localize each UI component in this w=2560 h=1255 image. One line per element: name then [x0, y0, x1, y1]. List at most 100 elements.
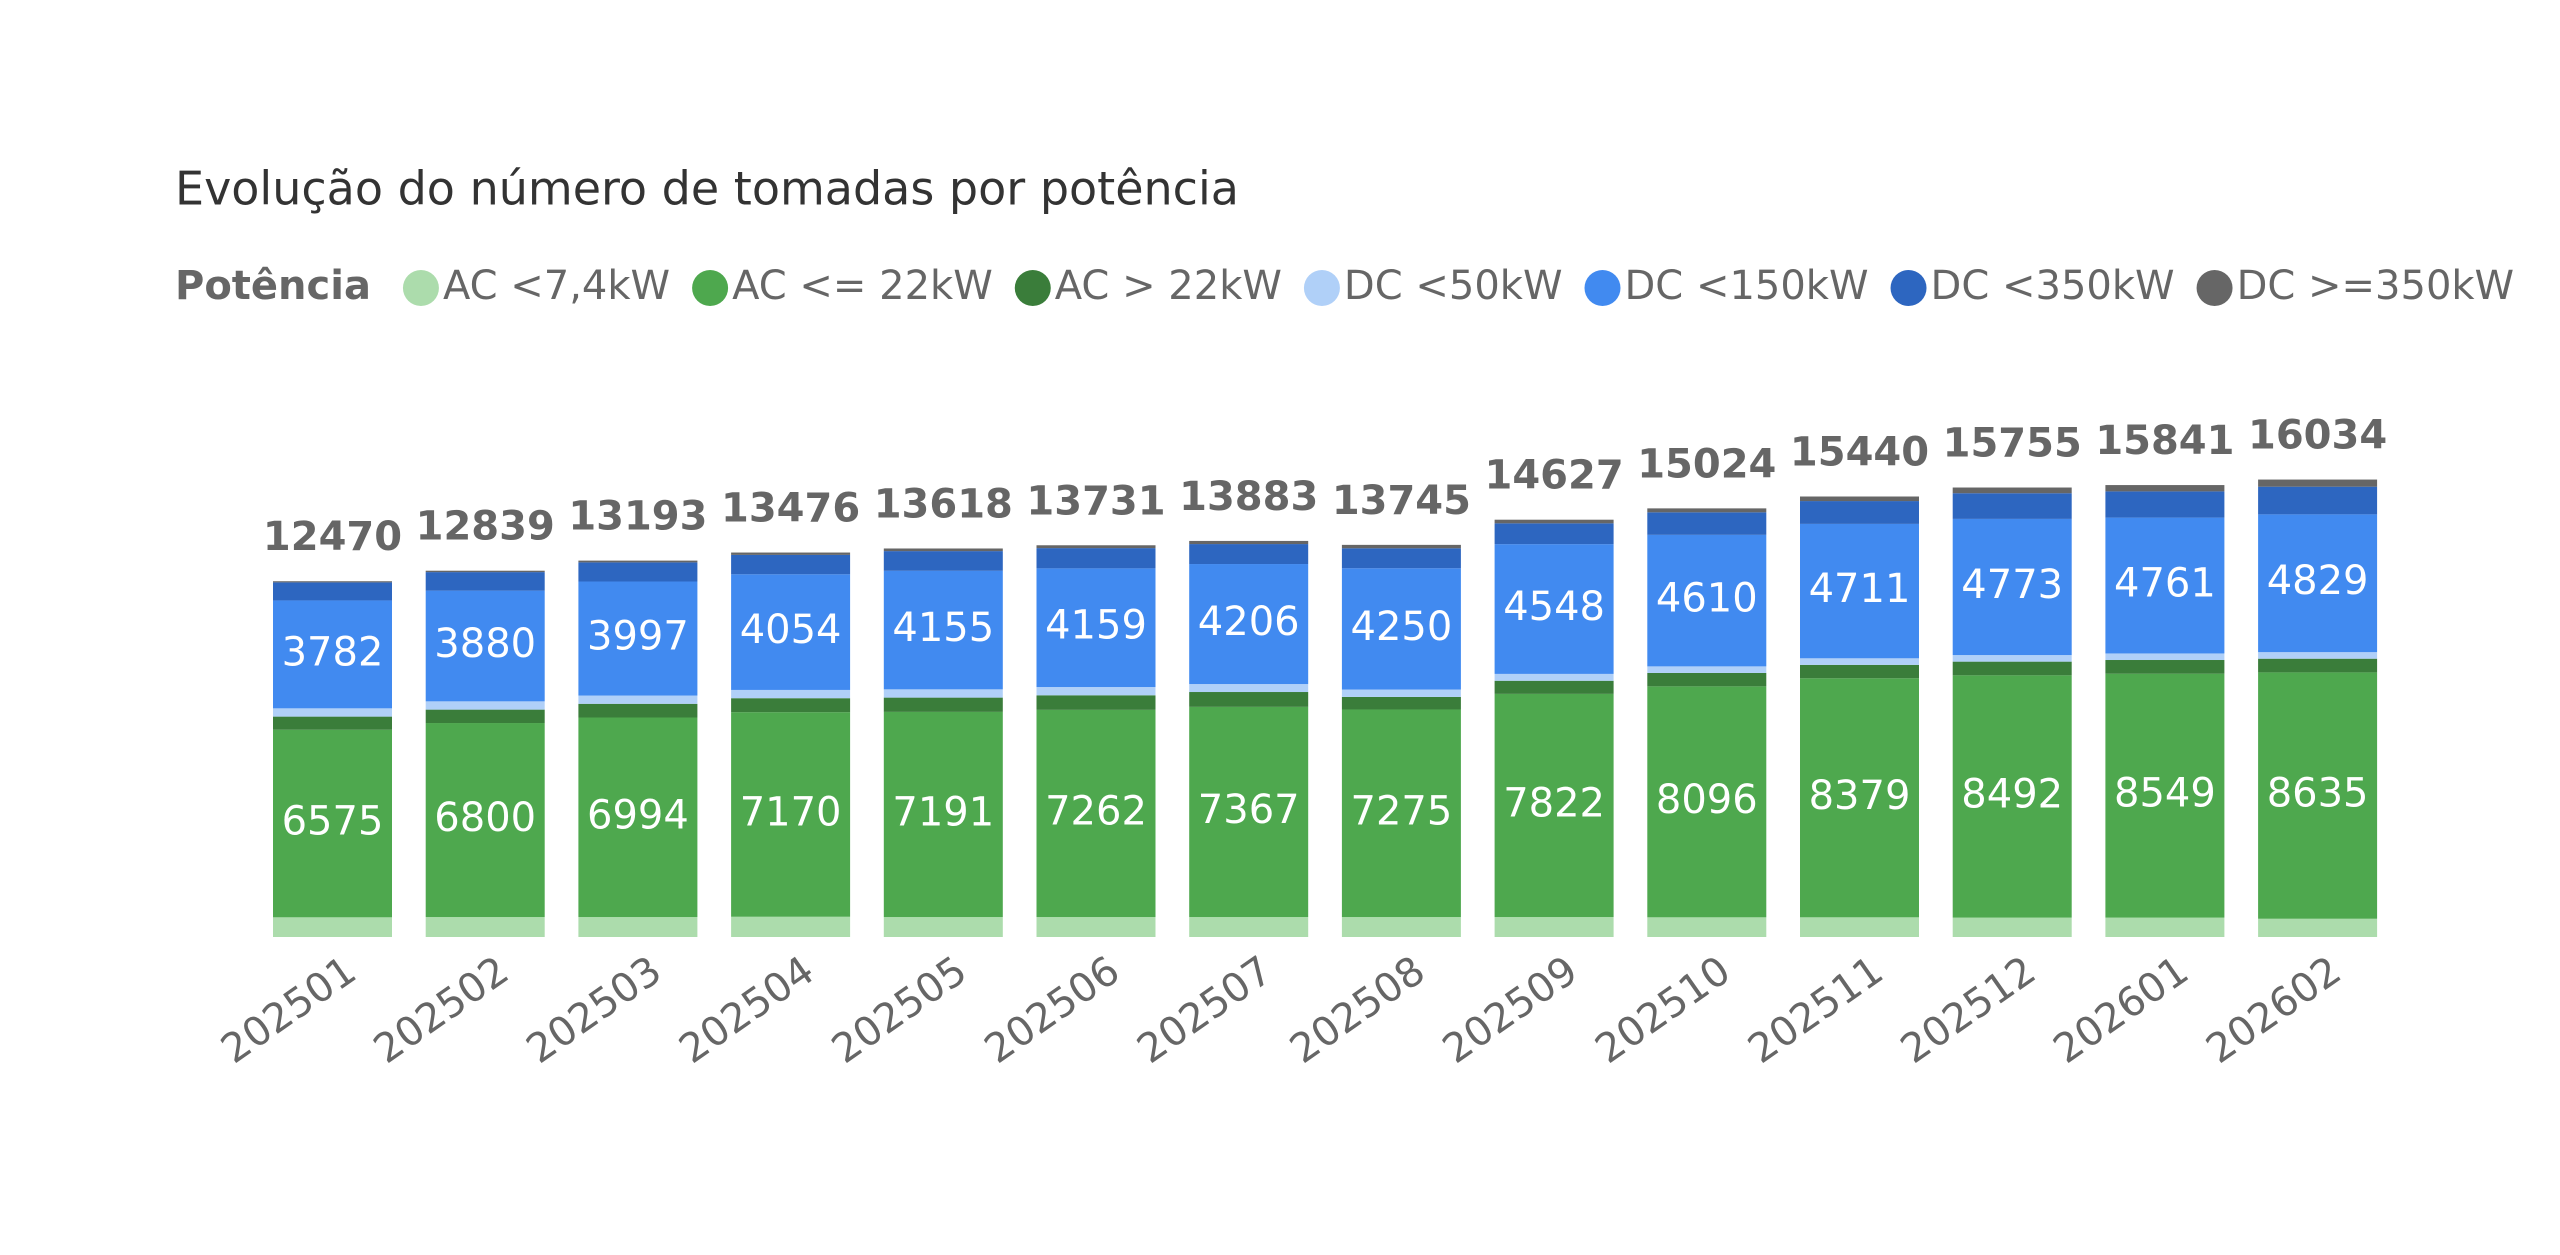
bar-segment: [2258, 658, 2378, 673]
bar-segment: [883, 551, 1003, 571]
legend-marker: [1303, 270, 1340, 306]
bar-segment: [1647, 686, 1767, 918]
data-label: 3880: [434, 621, 536, 667]
bar-segment: [1189, 540, 1309, 545]
bar-segment: [273, 716, 392, 730]
bar-segment: [1036, 695, 1156, 710]
bar-segment: [1189, 544, 1309, 565]
bar-segment: [883, 548, 1003, 552]
bar-segment: [1952, 518, 2072, 656]
data-label: 4054: [740, 607, 842, 653]
data-label: 4250: [1351, 604, 1453, 650]
bar-segment: [1189, 706, 1309, 918]
x-tick-label: 202511: [1740, 948, 1891, 1073]
bar-segment: [1036, 568, 1156, 688]
bar-segment: [1800, 664, 1919, 679]
bar-segment: [273, 729, 392, 918]
bar-segment: [2105, 485, 2225, 492]
bar-segment: [883, 697, 1003, 712]
data-label: 4155: [892, 605, 994, 651]
bar-segment: [1036, 687, 1156, 696]
data-label: 4548: [1503, 584, 1605, 630]
total-label: 12470: [263, 514, 402, 560]
data-label: 3782: [282, 629, 384, 675]
total-label: 13883: [1179, 474, 1318, 520]
bar-segment: [273, 708, 392, 717]
bar-segment: [1494, 917, 1614, 937]
legend-marker: [692, 270, 729, 306]
bar-segment: [1800, 496, 1919, 502]
total-label: 13731: [1026, 478, 1165, 524]
data-label: 4711: [1809, 566, 1911, 612]
legend-marker: [1014, 270, 1051, 306]
bar-segment: [883, 711, 1003, 918]
x-tick-label: 202502: [366, 948, 517, 1073]
legend-label: AC > 22kW: [1055, 263, 1282, 309]
bar-segment: [1647, 672, 1767, 687]
data-label: 8379: [1809, 773, 1911, 819]
total-label: 13476: [721, 486, 860, 532]
bar-segment: [1036, 917, 1156, 937]
total-label: 12839: [416, 504, 555, 550]
data-label: 4773: [1961, 562, 2063, 608]
data-label: 8635: [2267, 771, 2369, 817]
bar-segment: [1341, 709, 1461, 918]
bar-segment: [883, 570, 1003, 690]
bar-segment: [1494, 544, 1614, 674]
bar-segment: [425, 709, 545, 724]
bar-segment: [2258, 514, 2378, 653]
bar-segment: [2258, 479, 2378, 487]
data-label: 7262: [1045, 788, 1147, 834]
bar-segment: [273, 600, 392, 709]
data-label: 8549: [2114, 771, 2216, 817]
bar-segment: [1494, 680, 1614, 694]
x-tick-label: 202512: [1893, 948, 2044, 1073]
bar-segment: [2258, 652, 2378, 659]
bar-segment: [578, 917, 698, 937]
data-label: 7367: [1198, 787, 1300, 833]
bar-segment: [1952, 487, 2072, 494]
legend-label: DC <350kW: [1931, 263, 2175, 309]
bar-segment: [2105, 673, 2225, 918]
bar-segment: [578, 717, 698, 918]
bar-segment: [1341, 689, 1461, 697]
legend-marker: [1890, 270, 1927, 306]
x-tick-label: 202508: [1282, 948, 1433, 1073]
legend-marker: [1584, 270, 1621, 306]
bar-segment: [578, 562, 698, 582]
bar-segment: [1494, 523, 1614, 545]
x-tick-label: 202510: [1587, 948, 1738, 1073]
bar-segment: [1952, 655, 2072, 662]
bar-segment: [731, 712, 851, 917]
bar-segment: [1036, 548, 1156, 569]
x-tick-label: 202504: [671, 948, 822, 1073]
bar-segment: [2105, 653, 2225, 661]
total-label: 13193: [568, 494, 707, 540]
legend-marker: [402, 270, 439, 306]
bar-segment: [425, 590, 545, 702]
bar-segment: [731, 689, 851, 699]
bar-segment: [2105, 517, 2225, 654]
data-label: 4829: [2267, 558, 2369, 604]
bar-segment: [425, 723, 545, 918]
bar-segment: [2105, 660, 2225, 674]
legend-label: DC >=350kW: [2237, 263, 2515, 309]
legend-marker: [2196, 270, 2233, 306]
bar-segment: [1036, 709, 1156, 918]
data-label: 4206: [1198, 599, 1300, 645]
bar-segment: [1341, 568, 1461, 690]
data-label: 3997: [587, 614, 689, 660]
bar-segment: [731, 574, 851, 690]
bar-segment: [2105, 491, 2225, 518]
chart-title: Evolução do número de tomadas por potênc…: [175, 162, 1239, 216]
data-label: 7170: [740, 789, 842, 835]
bar-segment: [1647, 508, 1767, 513]
bar-segment: [578, 560, 698, 563]
data-label: 8096: [1656, 777, 1758, 823]
bar-segment: [425, 701, 545, 710]
x-tick-label: 202601: [2045, 948, 2196, 1073]
data-label: 6575: [282, 799, 384, 845]
total-label: 14627: [1485, 453, 1624, 499]
data-label: 8492: [1961, 771, 2063, 817]
